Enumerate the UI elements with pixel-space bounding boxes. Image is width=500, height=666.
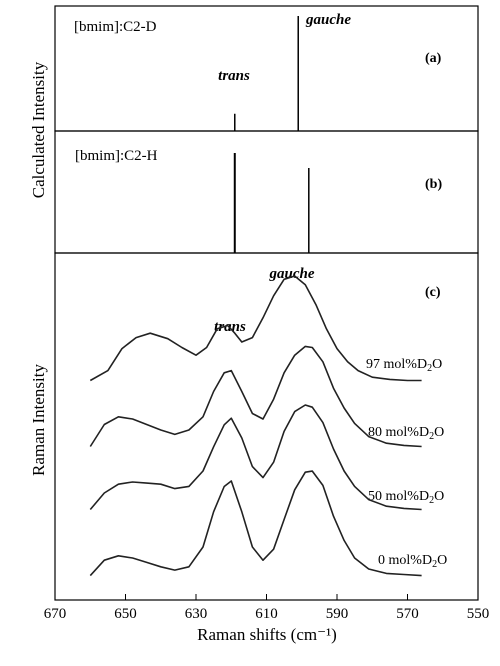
- x-tick-label-550: 550: [467, 606, 490, 622]
- ylabel-raman-intensity: Raman Intensity: [29, 364, 48, 476]
- spectrum-line-2: [89, 404, 422, 511]
- x-tick-label-590: 590: [326, 606, 349, 622]
- series-label-50: 50 mol%D2O: [368, 489, 444, 506]
- panel-c-spectra: [89, 275, 422, 577]
- spectrum-line-3: [89, 470, 422, 577]
- xlabel-raman-shifts: Raman shifts (cm⁻¹): [197, 625, 337, 644]
- panel-a-stick-label-gauche: gauche: [305, 12, 351, 28]
- series-label-80: 80 mol%D2O: [368, 425, 444, 442]
- panel-b-letter: (b): [425, 177, 442, 192]
- x-axis: 670 650 630 610 590 570 550: [44, 594, 490, 622]
- spectrum-line-0: [89, 275, 422, 382]
- panel-c-letter: (c): [425, 285, 441, 300]
- spectrum-line-1: [89, 345, 422, 448]
- x-tick-label-670: 670: [44, 606, 67, 622]
- panel-b-sticks: [233, 153, 310, 253]
- panel-a-title: [bmim]:C2-D: [74, 19, 157, 35]
- x-tick-label-650: 650: [114, 606, 137, 622]
- annotation-gauche: gauche: [269, 266, 315, 282]
- panel-b-title: [bmim]:C2-H: [75, 148, 158, 164]
- panel-a-sticks: [234, 16, 299, 131]
- ylabel-calculated-intensity: Calculated Intensity: [29, 61, 48, 198]
- panel-a-stick-label-trans: trans: [218, 68, 250, 84]
- x-tick-label-610: 610: [255, 606, 278, 622]
- x-tick-label-570: 570: [396, 606, 419, 622]
- series-label-97: 97 mol%D2O: [366, 357, 442, 374]
- series-label-0: 0 mol%D2O: [378, 553, 447, 570]
- x-tick-label-630: 630: [185, 606, 208, 622]
- panel-a-letter: (a): [425, 51, 442, 66]
